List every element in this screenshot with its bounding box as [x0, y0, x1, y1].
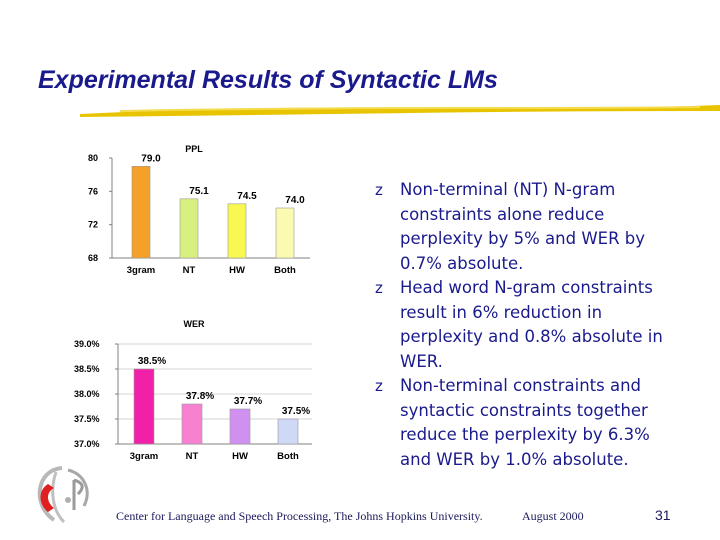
data-label: 74.5	[237, 191, 257, 202]
data-label: 75.1	[189, 186, 209, 197]
footer-institution: Center for Language and Speech Processin…	[116, 509, 483, 523]
bar	[227, 203, 247, 259]
x-tick-label: NT	[183, 265, 196, 276]
bullet-marker-icon: z	[375, 377, 383, 395]
page-number: 31	[655, 507, 671, 523]
clsp-logo-icon	[37, 466, 89, 524]
bar	[275, 207, 295, 259]
x-tick-label: HW	[229, 265, 245, 276]
bar	[277, 418, 299, 445]
bar	[229, 408, 251, 445]
bullet-text: Non-terminal constraints and syntactic c…	[400, 376, 650, 469]
bar	[133, 368, 155, 445]
footer-date: August 2000	[522, 509, 584, 523]
bullet-text: Head word N-gram constraints result in 6…	[400, 278, 663, 371]
bullet-marker-icon: z	[375, 181, 383, 199]
bar	[131, 166, 151, 259]
x-tick-label: Both	[274, 265, 296, 276]
chart-title: WER	[184, 319, 205, 329]
y-tick-label: 68	[88, 253, 98, 263]
data-label: 37.7%	[234, 396, 262, 407]
y-tick-label: 37.5%	[74, 414, 100, 424]
slide-title: Experimental Results of Syntactic LMs	[38, 66, 498, 94]
chart-title: PPL	[185, 144, 203, 154]
y-tick-label: 76	[88, 186, 98, 196]
y-tick-label: 39.0%	[74, 339, 100, 349]
bullet-item: z Non-terminal (NT) N-gram constraints al…	[375, 178, 675, 276]
ppl-chart: PPL 80 76 72 68 79.0 3gram 75.1 NT 74.5 HW 74.0 Both	[88, 144, 310, 276]
data-label: 37.5%	[282, 406, 310, 417]
bullet-marker-icon: z	[375, 279, 383, 297]
y-tick-label: 37.0%	[74, 439, 100, 449]
bullet-item: z Head word N-gram constraints result in …	[375, 276, 675, 374]
bullet-text: Non-terminal (NT) N-gram constraints alo…	[400, 180, 646, 273]
y-tick-label: 38.5%	[74, 364, 100, 374]
x-tick-label: HW	[232, 451, 248, 462]
data-label: 38.5%	[138, 356, 166, 367]
data-label: 37.8%	[186, 391, 214, 402]
bullet-item: z Non-terminal constraints and syntactic …	[375, 374, 675, 472]
bar	[181, 403, 203, 445]
x-tick-label: NT	[186, 451, 199, 462]
data-label: 74.0	[285, 195, 305, 206]
y-tick-label: 38.0%	[74, 389, 100, 399]
y-tick-label: 80	[88, 153, 98, 163]
x-tick-label: 3gram	[127, 265, 156, 276]
title-underline-brush-icon	[80, 105, 720, 117]
bullet-list: z Non-terminal (NT) N-gram constraints al…	[375, 178, 675, 472]
x-tick-label: 3gram	[130, 451, 159, 462]
y-tick-label: 72	[88, 220, 98, 230]
data-label: 79.0	[141, 153, 161, 164]
bar	[179, 198, 199, 259]
x-tick-label: Both	[277, 451, 299, 462]
wer-chart: WER 39.0% 38.5% 38.0% 37.5% 37.0% 38.5% 3gram 37…	[74, 319, 312, 462]
